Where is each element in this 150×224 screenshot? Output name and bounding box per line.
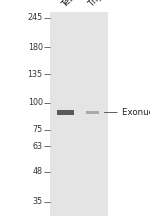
Text: Testis: Testis [60,0,83,9]
Bar [50,12,108,216]
Text: 75: 75 [33,125,43,134]
Text: Exonuclease 1: Exonuclease 1 [122,108,150,117]
Text: 245: 245 [27,13,43,22]
Text: 180: 180 [28,43,43,52]
Text: 48: 48 [33,167,43,176]
Text: 63: 63 [33,142,43,151]
Text: 100: 100 [28,98,43,107]
Text: 35: 35 [33,197,43,206]
Text: 135: 135 [28,70,43,79]
Bar [57,110,74,115]
Text: Thymus: Thymus [86,0,116,9]
Bar [86,111,99,114]
